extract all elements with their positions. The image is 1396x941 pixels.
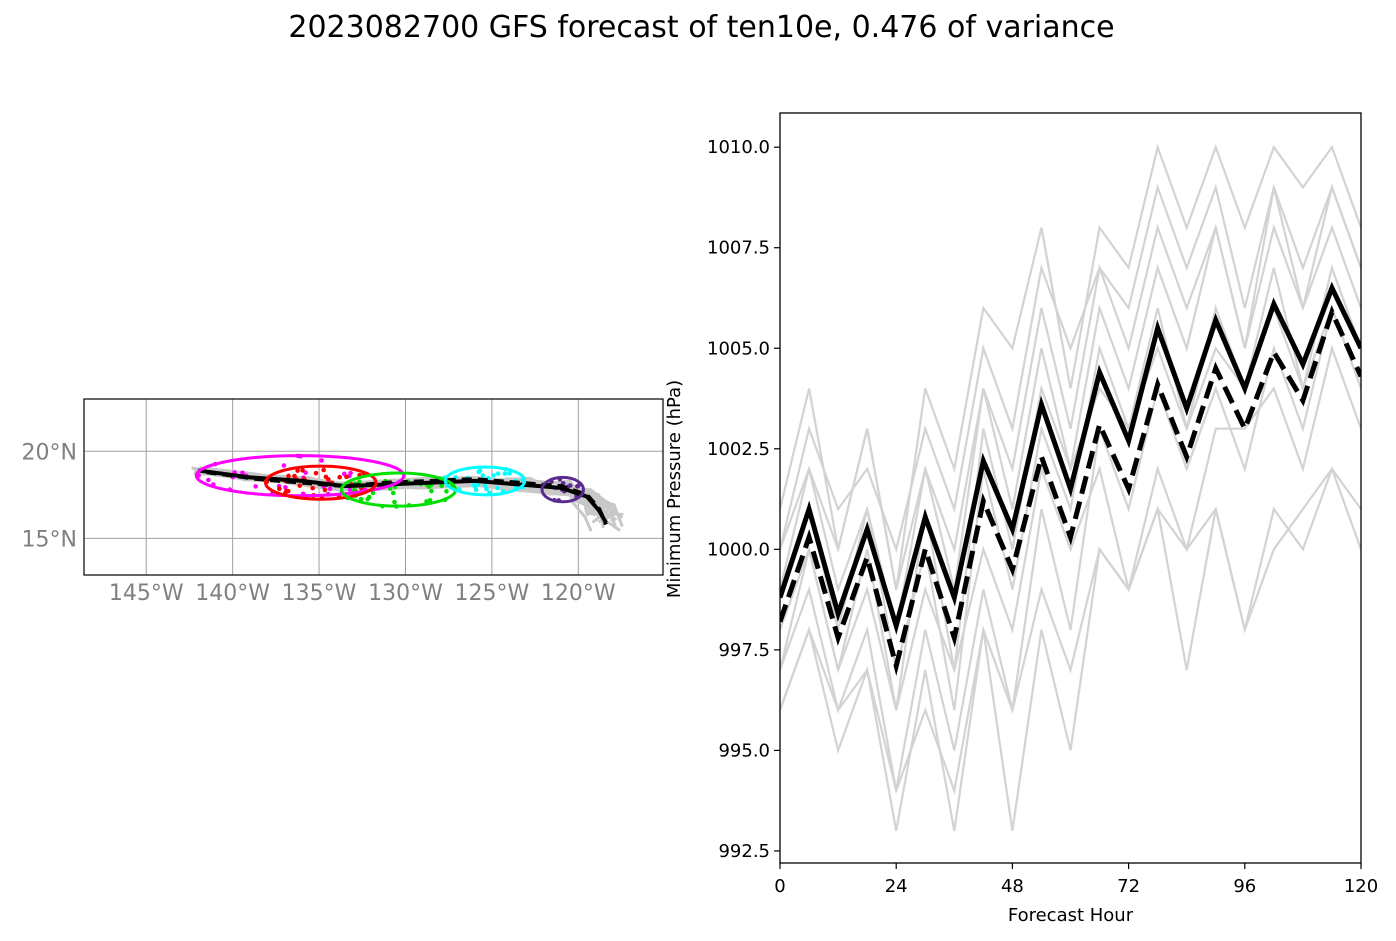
map-uncertainty-ellipse: [540, 475, 585, 504]
map-position-point: [295, 468, 300, 473]
map-position-point: [484, 486, 489, 492]
map-position-point: [471, 482, 477, 488]
map-position-point: [297, 483, 303, 488]
map-xtick-label: 145°W: [109, 581, 184, 606]
map-xtick-label: 140°W: [195, 581, 270, 606]
map-position-point: [300, 468, 305, 473]
y-tick-label: 1010.0: [707, 137, 770, 158]
ensemble-member-line: [780, 465, 1361, 832]
map-position-point: [575, 484, 580, 489]
map-position-point: [352, 487, 357, 493]
map-position-point: [277, 486, 282, 492]
map-uncertainty-ellipse: [263, 464, 378, 501]
x-tick-label: 0: [774, 876, 785, 897]
map-position-point: [567, 483, 573, 488]
map-position-point: [482, 482, 488, 488]
y-tick-label: 997.5: [718, 640, 770, 661]
y-tick-label: 1002.5: [707, 439, 770, 460]
map-position-point: [253, 484, 258, 489]
y-axis-label: Minimum Pressure (hPa): [664, 380, 685, 598]
map-position-point: [283, 485, 288, 490]
y-tick-label: 1007.5: [707, 238, 770, 259]
map-position-point: [322, 487, 328, 493]
y-tick-label: 1000.0: [707, 539, 770, 560]
map-position-point: [206, 477, 211, 483]
control-forecast-line: [780, 305, 1361, 676]
map-position-point: [476, 469, 482, 475]
map-xtick-label: 135°W: [282, 581, 357, 606]
ensemble-member-line: [780, 467, 1361, 795]
map-position-point: [348, 470, 353, 476]
map-position-point: [390, 490, 396, 496]
map-position-point: [326, 477, 331, 482]
map-position-point: [281, 463, 287, 468]
map-position-point: [367, 494, 372, 500]
track-map-panel: 145°W 140°W 135°W 130°W 125°W 120°W 20°N 15°N: [22, 398, 664, 606]
map-position-point: [392, 499, 397, 505]
y-tick-label: 992.5: [718, 841, 770, 862]
map-position-point: [337, 474, 342, 480]
ensemble-member-line: [780, 183, 1361, 590]
map-position-point: [475, 482, 481, 488]
map-position-point: [495, 485, 500, 491]
x-tick-label: 72: [1117, 876, 1140, 897]
map-position-point: [310, 485, 316, 491]
map-uncertainty-ellipse: [194, 454, 406, 498]
map-control-track: [206, 470, 608, 526]
map-position-point: [370, 490, 376, 496]
map-position-point: [313, 470, 319, 476]
x-axis-label: Forecast Hour: [1008, 905, 1134, 926]
map-position-point: [491, 473, 496, 478]
map-position-point: [426, 484, 432, 489]
map-position-point: [480, 473, 486, 478]
x-tick-label: 120: [1344, 876, 1378, 897]
map-frame: [83, 398, 664, 576]
chart-frame: [779, 112, 1362, 864]
map-position-point: [427, 497, 433, 503]
map-ytick-label: 20°N: [22, 440, 77, 465]
map-position-point: [327, 486, 333, 492]
map-xtick-label: 120°W: [541, 581, 616, 606]
map-position-point: [507, 471, 512, 476]
map-plot-area: [84, 399, 663, 575]
map-position-point: [439, 483, 445, 489]
map-position-point: [321, 467, 326, 473]
figure-title: 2023082700 GFS forecast of ten10e, 0.476…: [288, 10, 1115, 45]
map-xtick-label: 130°W: [368, 581, 443, 606]
map-position-point: [495, 471, 501, 476]
map-position-point: [473, 487, 479, 493]
map-position-point: [502, 471, 508, 476]
x-tick-label: 48: [1001, 876, 1024, 897]
map-xtick-label: 125°W: [455, 581, 530, 606]
ensemble-member-line: [780, 344, 1361, 711]
chart-plot-area: [780, 143, 1361, 832]
map-position-point: [347, 487, 353, 493]
map-ytick-label: 15°N: [22, 527, 77, 552]
y-tick-label: 995.0: [718, 740, 770, 761]
ensemble-member-line: [780, 304, 1361, 791]
map-position-point: [344, 474, 349, 480]
map-uncertainty-ellipse: [443, 465, 527, 497]
map-position-point: [444, 488, 449, 494]
pressure-chart-panel: 992.5 995.0 997.5 1000.0 1002.5 1005.0 1007.5 1…: [664, 112, 1378, 926]
map-position-point: [319, 458, 324, 463]
y-tick-label: 1005.0: [707, 338, 770, 359]
x-tick-label: 24: [885, 876, 908, 897]
ensemble-member-line: [780, 183, 1361, 554]
map-position-point: [357, 479, 362, 485]
x-tick-label: 96: [1233, 876, 1256, 897]
map-position-point: [292, 473, 297, 479]
map-position-point: [240, 470, 245, 476]
map-position-point: [429, 488, 434, 494]
map-position-point: [286, 473, 291, 479]
ensemble-mean-line: [780, 281, 1361, 635]
